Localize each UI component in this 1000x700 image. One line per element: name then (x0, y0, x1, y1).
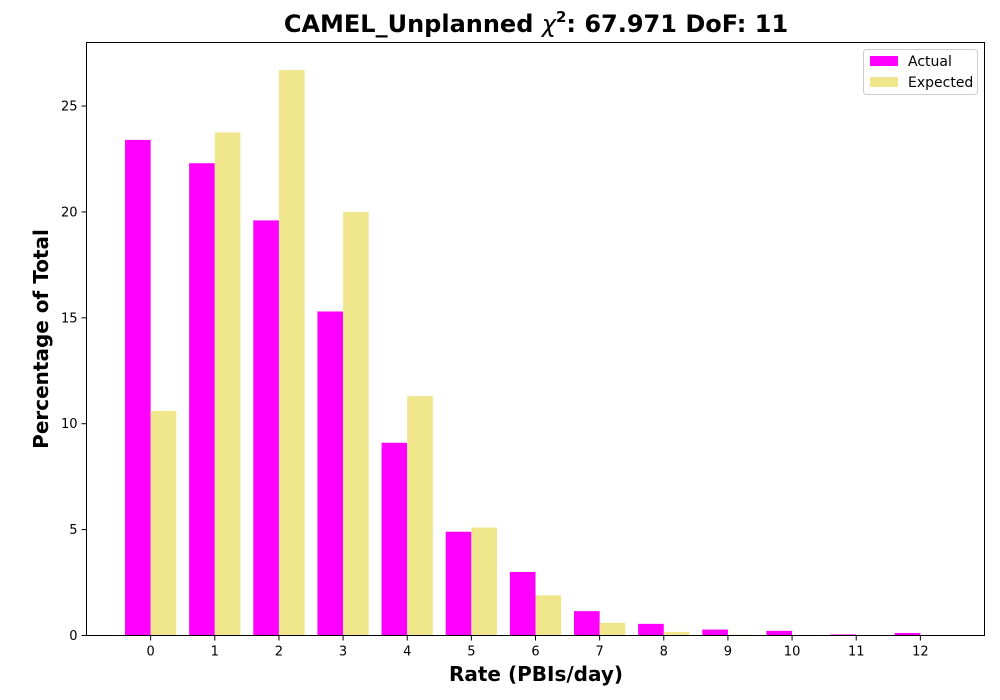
legend-swatch-actual (870, 56, 898, 66)
bar-actual-0 (124, 139, 151, 636)
x-tick-label: 0 (147, 645, 155, 660)
y-tick-label: 0 (69, 629, 77, 644)
x-tick-label: 3 (339, 645, 347, 660)
y-axis-ticks: 0 5 10 15 20 25 (61, 100, 87, 644)
x-tick-label: 10 (784, 645, 801, 660)
bar-actual-3 (317, 311, 344, 636)
x-tick-label: 6 (531, 645, 539, 660)
bar-actual-7 (573, 611, 600, 636)
x-axis-ticks: 0 1 2 3 4 5 6 7 8 9 10 11 12 (147, 635, 929, 660)
y-tick-label: 5 (69, 523, 77, 538)
bar-expected-2 (278, 70, 305, 636)
bar-expected-0 (150, 411, 177, 636)
legend: Actual Expected (863, 49, 978, 95)
x-tick-label: 1 (211, 645, 219, 660)
bar-actual-9 (702, 629, 728, 636)
y-tick-label: 25 (61, 100, 78, 115)
bar-actual-10 (766, 630, 793, 636)
x-tick-label: 8 (660, 645, 668, 660)
x-tick-label: 12 (912, 645, 929, 660)
legend-swatch-expected (870, 77, 898, 87)
bar-expected-7 (599, 622, 626, 636)
bar-expected-4 (407, 396, 433, 636)
y-tick-label: 20 (61, 205, 78, 220)
bar-actual-12 (894, 632, 921, 636)
bar-actual-6 (509, 571, 536, 636)
legend-label-expected: Expected (908, 75, 973, 91)
x-tick-label: 7 (596, 645, 604, 660)
x-tick-label: 4 (403, 645, 411, 660)
x-tick-label: 9 (724, 645, 732, 660)
y-axis-label: Percentage of Total (29, 229, 53, 449)
chart-title: CAMEL_Unplanned χ2: 67.971 DoF: 11 (284, 8, 788, 38)
y-tick-label: 15 (61, 311, 78, 326)
bar-expected-1 (214, 132, 241, 636)
bar-actual-11 (830, 634, 857, 636)
bar-expected-6 (535, 595, 562, 636)
x-tick-label: 5 (467, 645, 475, 660)
x-tick-label: 11 (848, 645, 865, 660)
bar-actual-8 (638, 623, 664, 636)
bar-expected-8 (663, 631, 690, 636)
plot-frame (86, 42, 985, 636)
bar-actual-2 (253, 220, 279, 636)
y-tick-label: 10 (61, 417, 78, 432)
bar-actual-1 (189, 163, 215, 636)
bar-expected-5 (471, 527, 498, 636)
x-axis-label: Rate (PBIs/day) (449, 662, 623, 686)
bar-actual-4 (381, 442, 408, 636)
bar-actual-5 (445, 531, 472, 636)
bar-expected-3 (343, 211, 369, 636)
bars (124, 70, 921, 636)
legend-label-actual: Actual (908, 54, 952, 70)
x-tick-label: 2 (275, 645, 283, 660)
